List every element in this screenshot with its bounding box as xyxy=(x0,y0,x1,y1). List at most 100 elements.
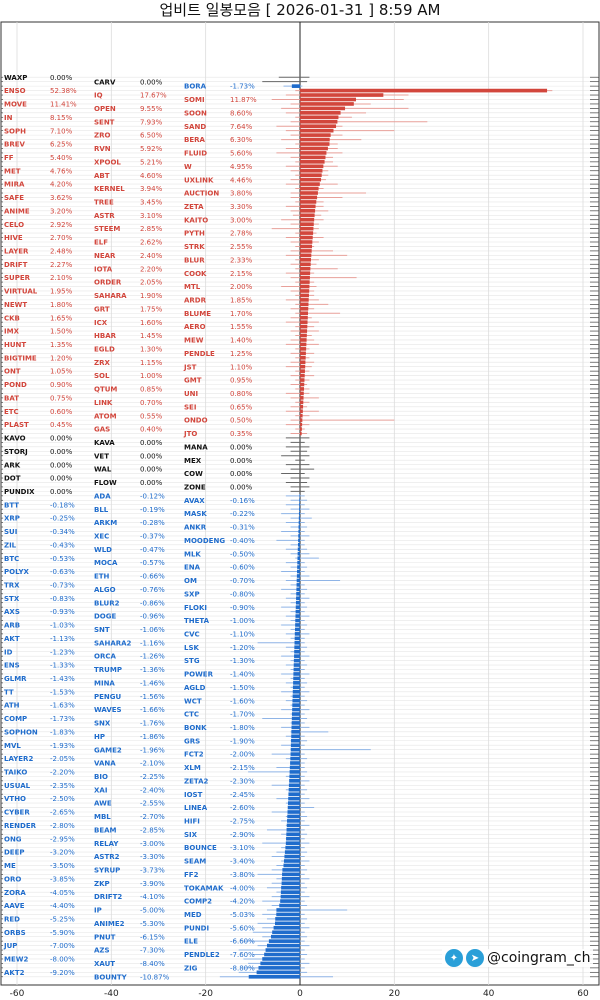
bar xyxy=(293,658,300,663)
bar xyxy=(266,943,300,948)
bar-label-name: ME xyxy=(4,862,16,870)
bar-label-name: FF xyxy=(4,154,14,162)
bar-label-value: -1.73% xyxy=(50,715,75,723)
bar-label-value: -1.06% xyxy=(140,626,165,634)
bar-label-value: -1.33% xyxy=(50,662,75,670)
bar xyxy=(300,320,308,324)
bar xyxy=(284,854,300,859)
bar-label-value: 0.00% xyxy=(50,74,73,82)
bar-label-value: -2.90% xyxy=(230,831,255,839)
bar-label-name: POLYX xyxy=(4,568,30,576)
bar-label-name: BIGTIME xyxy=(4,354,37,362)
bar-label-value: -0.93% xyxy=(50,608,75,616)
bar-label-value: -1.53% xyxy=(50,688,75,696)
bar-label-name: ORBS xyxy=(4,929,26,937)
bar xyxy=(300,226,314,231)
bar-label-name: IMX xyxy=(4,328,20,336)
bar xyxy=(288,796,300,801)
bar-label-value: 0.65% xyxy=(230,403,253,411)
bar-label-value: 2.40% xyxy=(140,252,163,260)
bar-label-value: -1.46% xyxy=(140,679,165,687)
bar-label-name: GLMR xyxy=(4,675,27,683)
bar-label-value: -1.70% xyxy=(230,711,255,719)
bar-label-name: VANA xyxy=(94,760,116,768)
bar-label-name: TREE xyxy=(94,199,114,207)
bar xyxy=(295,623,300,627)
bar-label-value: 0.00% xyxy=(50,475,73,483)
bar xyxy=(300,151,327,155)
bar-label-name: GRS xyxy=(184,737,200,745)
bar-label-value: 6.50% xyxy=(140,132,163,140)
bar-label-value: 1.85% xyxy=(230,296,253,304)
x-tick-label: -60 xyxy=(10,989,25,999)
bar xyxy=(280,890,300,894)
bar-label-name: DOGE xyxy=(94,613,117,621)
bar xyxy=(300,208,316,213)
bar-label-name: AERO xyxy=(184,323,206,331)
bar-label-name: IOST xyxy=(184,791,203,799)
bar xyxy=(300,231,314,235)
bar-label-value: -3.50% xyxy=(50,862,75,870)
bar xyxy=(283,863,300,868)
bar xyxy=(300,262,311,267)
bar xyxy=(300,413,303,418)
bar-label-value: -1.56% xyxy=(140,693,165,701)
bar-label-name: DRIFT xyxy=(4,261,28,269)
bar-label-name: JTO xyxy=(183,430,197,438)
bar xyxy=(295,618,300,623)
bar xyxy=(300,387,305,391)
bar-label-name: AKT xyxy=(4,635,20,643)
watermark-handle: @coingram_ch xyxy=(487,950,591,966)
bar-label-name: COMP2 xyxy=(184,898,212,906)
bar-label-value: -1.23% xyxy=(50,648,75,656)
bar-label-value: -2.15% xyxy=(230,764,255,772)
bar-label-value: -2.40% xyxy=(140,786,165,794)
bar-label-name: STEEM xyxy=(94,225,120,233)
bar-label-value: 2.33% xyxy=(230,256,253,264)
bar-label-name: CTC xyxy=(184,711,199,719)
bar xyxy=(300,164,324,169)
bar-label-value: 1.35% xyxy=(50,341,73,349)
bar xyxy=(275,921,300,926)
bar xyxy=(300,298,309,302)
bar xyxy=(289,774,300,779)
bar-label-name: TT xyxy=(4,688,14,696)
bar-label-name: ARDR xyxy=(184,296,207,304)
bar-label-value: -1.00% xyxy=(230,617,255,625)
bar xyxy=(290,743,300,748)
bar-label-value: -3.90% xyxy=(140,880,165,888)
bar-label-value: -2.55% xyxy=(140,800,165,808)
x-tick-label: 0 xyxy=(297,989,303,999)
bar-label-value: 4.20% xyxy=(50,181,73,189)
bar-label-value: 7.64% xyxy=(230,123,253,131)
bar xyxy=(287,810,300,814)
bar-label-value: -1.86% xyxy=(140,733,165,741)
bar-label-name: OM xyxy=(184,577,197,585)
bar-label-value: 2.05% xyxy=(140,279,163,287)
bar-label-value: 0.00% xyxy=(50,461,73,469)
bar xyxy=(293,667,300,672)
bar-label-value: -3.73% xyxy=(140,866,165,874)
bar-label-name: COOK xyxy=(184,270,207,278)
bar-label-name: RELAY xyxy=(94,840,119,848)
bar-label-value: -4.10% xyxy=(140,893,165,901)
bar-label-name: W xyxy=(184,163,192,171)
bar-label-value: 0.60% xyxy=(50,408,73,416)
bar-label-name: SYRUP xyxy=(94,866,120,874)
bar-label-value: -0.73% xyxy=(50,581,75,589)
bar xyxy=(295,600,300,605)
bar xyxy=(300,204,316,209)
bar-label-name: JUP xyxy=(3,942,17,950)
bar xyxy=(300,173,322,178)
bar xyxy=(300,257,311,262)
bar xyxy=(298,511,300,516)
x-tick-label: -40 xyxy=(104,989,119,999)
bar-label-name: ORDER xyxy=(94,279,122,287)
bar xyxy=(298,516,300,520)
bar-label-name: XRP xyxy=(4,515,20,523)
bar-label-name: MEW2 xyxy=(4,956,28,964)
bar xyxy=(300,244,313,249)
bar-label-name: JST xyxy=(183,363,197,371)
bar-label-name: UNI xyxy=(184,390,198,398)
bar-label-value: 7.10% xyxy=(50,127,73,135)
